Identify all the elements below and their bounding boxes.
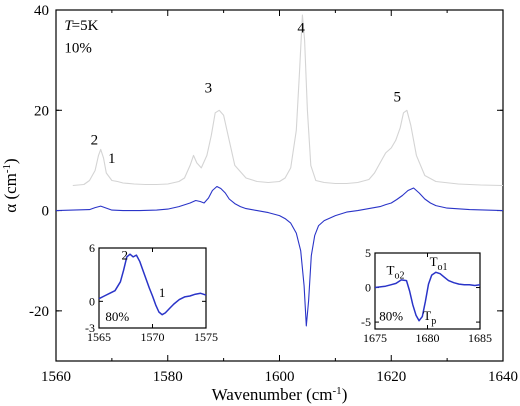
x-tick-label: 1600 <box>265 369 295 385</box>
series-line-2 <box>55 185 504 327</box>
inset-right-annotation: 80% <box>379 309 403 324</box>
inset-left-series-line <box>98 253 207 316</box>
inset-right-x-tick-label: 1685 <box>468 331 492 345</box>
annotation-label: 1 <box>108 151 116 167</box>
inset-right-annotation: To1 <box>430 254 448 273</box>
annotation-label: 5 <box>393 89 401 105</box>
inset-right-y-tick-label: 5 <box>365 246 371 260</box>
annotation-label: 4 <box>297 21 305 37</box>
x-tick-label: 1580 <box>153 369 183 385</box>
x-axis-title: Wavenumber (cm-1) <box>212 385 348 404</box>
y-tick-label: 40 <box>34 3 49 19</box>
inset-left-annotation: 2 <box>121 248 128 263</box>
inset-left-x-tick-label: 1565 <box>87 330 111 344</box>
inset-left-annotation: 1 <box>159 285 166 300</box>
inset-left-y-tick-label: 0 <box>89 294 95 308</box>
inset-right-annotation: To2 <box>387 262 405 281</box>
inset-left-annotation: 80% <box>105 309 129 324</box>
inset-right-plot: 1675 1680 1685 -5 0 5 To2 To1 Tp 80% <box>361 246 492 345</box>
inset-right-y-tick-label: -5 <box>361 315 371 329</box>
x-tick-label: 1620 <box>376 369 406 385</box>
annotation-label: =5K <box>72 18 99 34</box>
inset-right-annotation: Tp <box>423 308 436 327</box>
inset-left-y-tick-label: -3 <box>85 321 95 335</box>
annotation-label: 3 <box>205 81 213 97</box>
y-tick-label: 20 <box>34 103 49 119</box>
y-axis-title: α (cm-1) <box>1 158 20 212</box>
inset-left-x-tick-label: 1570 <box>141 330 165 344</box>
inset-right-y-tick-label: 0 <box>365 281 371 295</box>
annotation-label: 10% <box>64 41 92 57</box>
inset-right-series-line <box>374 271 481 322</box>
inset-right-x-tick-label: 1680 <box>416 331 440 345</box>
inset-left-plot: 1565 1570 1575 -3 0 6 2 1 80% <box>85 241 218 344</box>
annotation-label: 2 <box>91 132 99 148</box>
x-tick-label: 1640 <box>488 369 518 385</box>
inset-right-x-tick-label: 1675 <box>363 331 387 345</box>
y-tick-label: 0 <box>42 204 50 220</box>
inset-left-x-tick-label: 1575 <box>194 330 218 344</box>
y-tick-label: -20 <box>29 304 49 320</box>
annotation-label: T <box>64 18 74 34</box>
inset-left-y-tick-label: 6 <box>89 241 95 255</box>
x-tick-label: 1560 <box>41 369 71 385</box>
series-line-1 <box>72 14 504 187</box>
